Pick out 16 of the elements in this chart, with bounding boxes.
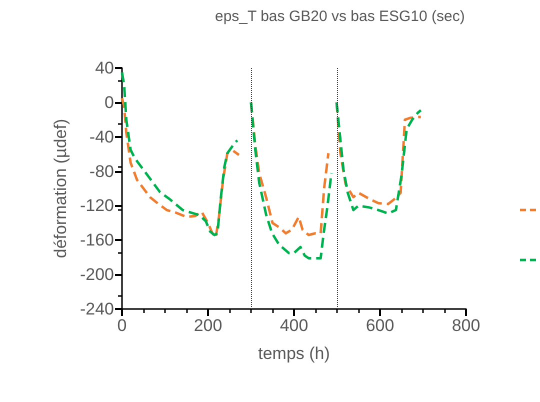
y-tick-label: -160 xyxy=(80,230,114,250)
y-tick-label: 40 xyxy=(95,58,114,78)
x-tick-label: 600 xyxy=(366,316,394,335)
y-tick-label: -80 xyxy=(89,162,114,181)
y-tick-label: -120 xyxy=(80,196,114,216)
x-axis-title: temps (h) xyxy=(258,344,330,363)
y-tick-label: 0 xyxy=(104,92,114,112)
x-tick-label: 200 xyxy=(194,316,222,335)
y-tick-label: -200 xyxy=(80,265,114,284)
x-tick-label: 400 xyxy=(280,316,308,335)
y-tick-label: -40 xyxy=(89,127,114,146)
chart-title: eps_T bas GB20 vs bas ESG10 (sec) xyxy=(215,8,465,25)
x-tick-label: 0 xyxy=(117,316,127,335)
y-axis-title: déformation (µdef) xyxy=(51,118,70,258)
y-tick-label: -240 xyxy=(80,300,114,318)
x-tick-label: 800 xyxy=(452,316,480,335)
